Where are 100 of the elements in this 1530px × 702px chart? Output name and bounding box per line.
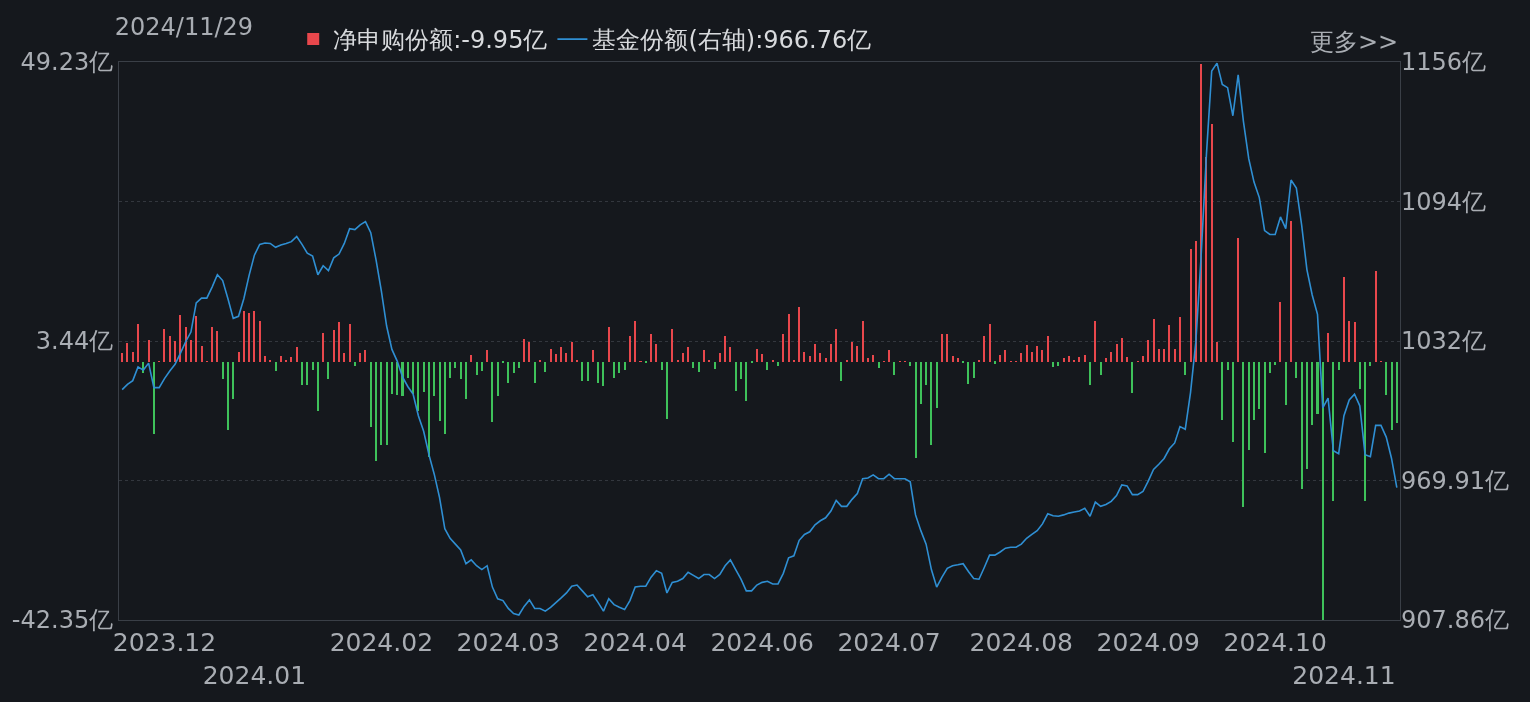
bar <box>819 353 821 362</box>
bar <box>343 353 345 362</box>
bar <box>169 336 171 362</box>
bar <box>655 344 657 362</box>
bar <box>629 336 631 362</box>
bar <box>227 362 229 430</box>
bar <box>428 362 430 457</box>
bar <box>412 362 414 394</box>
bar <box>1258 362 1260 409</box>
bar <box>719 353 721 362</box>
bar <box>973 362 975 378</box>
bar <box>1110 352 1112 362</box>
bar <box>454 362 456 368</box>
bar <box>1290 221 1292 362</box>
bar <box>952 356 954 362</box>
bar <box>174 341 176 362</box>
bar <box>1359 362 1361 389</box>
bar <box>460 362 462 379</box>
bar <box>597 362 599 383</box>
bar <box>634 321 636 362</box>
bar <box>946 334 948 362</box>
bar <box>470 355 472 362</box>
bar <box>1190 249 1192 362</box>
bar <box>1364 362 1366 501</box>
bar <box>856 346 858 362</box>
x-tick-label: 2024.03 <box>456 628 560 657</box>
bar <box>1063 358 1065 362</box>
bar <box>1052 362 1054 367</box>
bar <box>1385 362 1387 395</box>
bar <box>1221 362 1223 420</box>
x-tick-label: 2024.01 <box>202 660 307 690</box>
bar <box>1232 362 1234 442</box>
bar <box>201 346 203 362</box>
bar <box>296 347 298 362</box>
bar <box>740 362 742 379</box>
bar <box>867 358 869 362</box>
bar <box>407 362 409 378</box>
bar <box>148 340 150 362</box>
bar <box>714 362 716 369</box>
bar <box>565 353 567 362</box>
bar <box>375 362 377 461</box>
bar <box>1343 277 1345 362</box>
bar <box>1004 350 1006 362</box>
bar <box>809 356 811 362</box>
bar <box>253 311 255 362</box>
bar <box>380 362 382 445</box>
bar <box>1285 362 1287 405</box>
bar <box>137 324 139 362</box>
bar <box>1057 362 1059 366</box>
bar <box>1253 362 1255 420</box>
bar <box>915 362 917 458</box>
bar <box>1301 362 1303 489</box>
bar <box>216 331 218 362</box>
bar <box>1116 344 1118 362</box>
y-tick-label: 49.23亿 <box>20 48 114 77</box>
bar <box>1327 333 1329 362</box>
bar <box>1131 362 1133 393</box>
bar <box>259 321 261 362</box>
bar <box>544 362 546 372</box>
bar <box>1174 349 1176 362</box>
bar <box>989 324 991 362</box>
x-tick-label: 2023.12 <box>112 628 217 657</box>
bar <box>1078 357 1080 362</box>
bar <box>317 362 319 411</box>
bar <box>486 350 488 362</box>
bar <box>280 356 282 362</box>
bar <box>248 313 250 362</box>
bar <box>275 362 277 371</box>
bar <box>920 362 922 404</box>
bar <box>1036 346 1038 362</box>
bar <box>840 362 842 381</box>
bar <box>825 358 827 362</box>
bar <box>364 350 366 362</box>
bar <box>1168 325 1170 362</box>
bar <box>703 350 705 362</box>
bar <box>994 361 996 364</box>
bar <box>1211 124 1213 362</box>
bar <box>1391 362 1393 430</box>
bar <box>756 349 758 362</box>
bar <box>386 362 388 445</box>
bar <box>1089 362 1091 385</box>
bar <box>1068 356 1070 362</box>
bar <box>513 362 515 373</box>
bar <box>333 330 335 362</box>
bar <box>1100 362 1102 375</box>
bar <box>417 362 419 411</box>
bar <box>1184 362 1186 375</box>
bar <box>555 354 557 362</box>
bar <box>671 329 673 362</box>
y2-tick-label: 1094亿 <box>1401 187 1487 216</box>
bar <box>1332 362 1334 501</box>
bar <box>1026 345 1028 362</box>
bar <box>423 362 425 392</box>
bar <box>211 327 213 362</box>
x-tick-label: 2024.06 <box>710 628 814 657</box>
y2-tick-label: 1032亿 <box>1401 327 1487 356</box>
bar <box>444 362 446 434</box>
bar <box>983 336 985 362</box>
bar <box>888 350 890 362</box>
bar <box>534 362 536 383</box>
